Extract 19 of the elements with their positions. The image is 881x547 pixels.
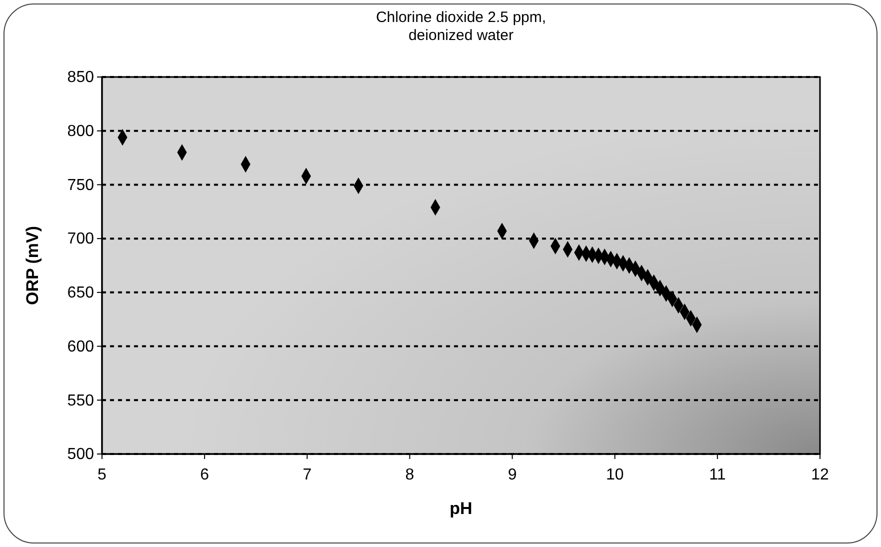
x-tick-label: 6 bbox=[200, 466, 210, 484]
x-axis-title: pH bbox=[450, 499, 472, 518]
y-tick-label: 550 bbox=[67, 392, 94, 410]
y-tick-label: 600 bbox=[67, 338, 94, 356]
chart-title: Chlorine dioxide 2.5 ppm, deionized water bbox=[376, 9, 546, 44]
y-tick-label: 750 bbox=[67, 176, 94, 194]
x-tick-label: 10 bbox=[606, 466, 624, 484]
y-axis-title: ORP (mV) bbox=[23, 226, 42, 306]
y-tick-label: 650 bbox=[67, 284, 94, 302]
x-tick-label: 11 bbox=[709, 466, 726, 484]
y-tick-label: 500 bbox=[67, 446, 94, 464]
x-tick-label: 12 bbox=[811, 466, 829, 484]
y-tick-label: 700 bbox=[67, 230, 94, 248]
x-tick-label: 8 bbox=[405, 466, 414, 484]
y-tick-label: 850 bbox=[67, 69, 94, 86]
y-tick-label: 800 bbox=[67, 122, 94, 140]
x-tick-label: 9 bbox=[508, 466, 517, 484]
x-tick-label: 7 bbox=[302, 466, 312, 484]
x-tick-label: 5 bbox=[98, 466, 107, 484]
